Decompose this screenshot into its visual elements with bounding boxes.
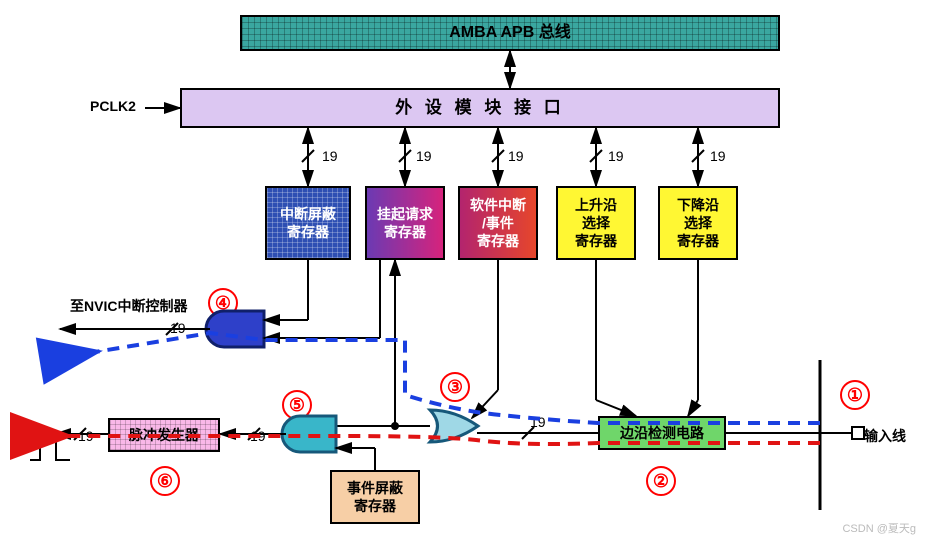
bw-6: 19 <box>170 320 186 336</box>
circle-1: ① <box>840 380 870 410</box>
bw-5: 19 <box>710 148 726 164</box>
label-pclk2: PCLK2 <box>90 98 136 114</box>
circle-2: ② <box>646 466 676 496</box>
text-evmask: 事件屏蔽 寄存器 <box>347 479 403 515</box>
text-input: 输入线 <box>864 428 906 444</box>
bw-9: 19 <box>530 414 546 430</box>
circle-4: ④ <box>208 288 238 318</box>
block-peripheral-interface: 外 设 模 块 接 口 <box>180 88 780 128</box>
block-rising-edge-reg: 上升沿 选择 寄存器 <box>556 186 636 260</box>
diagram-svg <box>0 0 926 542</box>
block-edge-detect: 边沿检测电路 <box>598 416 726 450</box>
text-iface: 外 设 模 块 接 口 <box>395 97 565 119</box>
circle-6: ⑥ <box>150 466 180 496</box>
text-edge: 边沿检测电路 <box>620 424 704 442</box>
text-swi: 软件中断 /事件 寄存器 <box>470 196 526 251</box>
bw-3: 19 <box>508 148 524 164</box>
block-amba-bus: AMBA APB 总线 <box>240 15 780 51</box>
text-mask: 中断屏蔽 寄存器 <box>280 205 336 241</box>
text-pulse: 脉冲发生器 <box>129 426 199 444</box>
text-falling: 下降沿 选择 寄存器 <box>677 196 719 251</box>
text-pclk2: PCLK2 <box>90 98 136 114</box>
label-nvic: 至NVIC中断控制器 <box>70 296 187 316</box>
block-interrupt-mask-reg: 中断屏蔽 寄存器 <box>265 186 351 260</box>
block-event-mask-reg: 事件屏蔽 寄存器 <box>330 470 420 524</box>
watermark: CSDN @夏天g <box>842 520 916 536</box>
bw-8: 19 <box>250 428 266 444</box>
text-rising: 上升沿 选择 寄存器 <box>575 196 617 251</box>
text-pending: 挂起请求 寄存器 <box>377 205 433 241</box>
text-amba: AMBA APB 总线 <box>449 23 570 44</box>
block-pending-request-reg: 挂起请求 寄存器 <box>365 186 445 260</box>
block-pulse-generator: 脉冲发生器 <box>108 418 220 452</box>
circle-5: ⑤ <box>282 390 312 420</box>
bw-1: 19 <box>322 148 338 164</box>
bw-2: 19 <box>416 148 432 164</box>
block-falling-edge-reg: 下降沿 选择 寄存器 <box>658 186 738 260</box>
bw-4: 19 <box>608 148 624 164</box>
circle-3: ③ <box>440 372 470 402</box>
block-software-interrupt-reg: 软件中断 /事件 寄存器 <box>458 186 538 260</box>
bw-7: 19 <box>78 428 94 444</box>
label-input-line: 输入线 <box>864 426 906 446</box>
